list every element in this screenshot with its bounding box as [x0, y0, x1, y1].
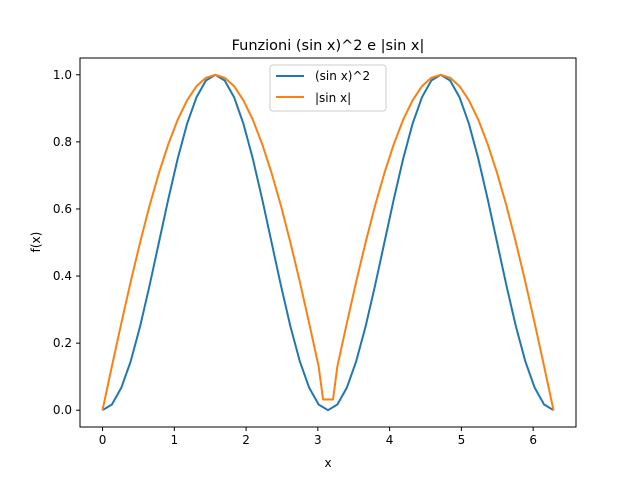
y-tick-label: 0.8 [53, 135, 72, 149]
x-tick-label: 1 [170, 433, 178, 447]
series-line-1 [101, 73, 555, 411]
chart-title: Funzioni (sin x)^2 e |sin x| [232, 38, 425, 54]
x-tick-label: 0 [99, 433, 107, 447]
legend: (sin x)^2 |sin x| [269, 64, 387, 112]
x-tick-label: 3 [314, 433, 322, 447]
x-tick-label: 4 [386, 433, 394, 447]
y-tick-label: 0.6 [53, 202, 72, 216]
x-tick-label: 5 [458, 433, 466, 447]
y-tick-label: 0.4 [53, 269, 72, 283]
plot-lines [101, 73, 555, 412]
x-axis-label: x [324, 456, 331, 470]
x-tick-label: 2 [242, 433, 250, 447]
y-tick-label: 0.0 [53, 403, 72, 417]
plot-frame [79, 57, 577, 428]
x-tick-label: 6 [529, 433, 537, 447]
y-axis-label: f(x) [29, 232, 43, 253]
x-ticks: 0 1 2 3 4 5 6 [99, 427, 537, 447]
y-tick-label: 1.0 [53, 68, 72, 82]
y-tick-label: 0.2 [53, 336, 72, 350]
legend-label-abs-sin: |sin x| [315, 91, 351, 105]
legend-label-sin-squared: (sin x)^2 [315, 69, 370, 83]
series-line-0 [101, 73, 555, 412]
y-ticks: 0.0 0.2 0.4 0.6 0.8 1.0 [53, 68, 80, 417]
